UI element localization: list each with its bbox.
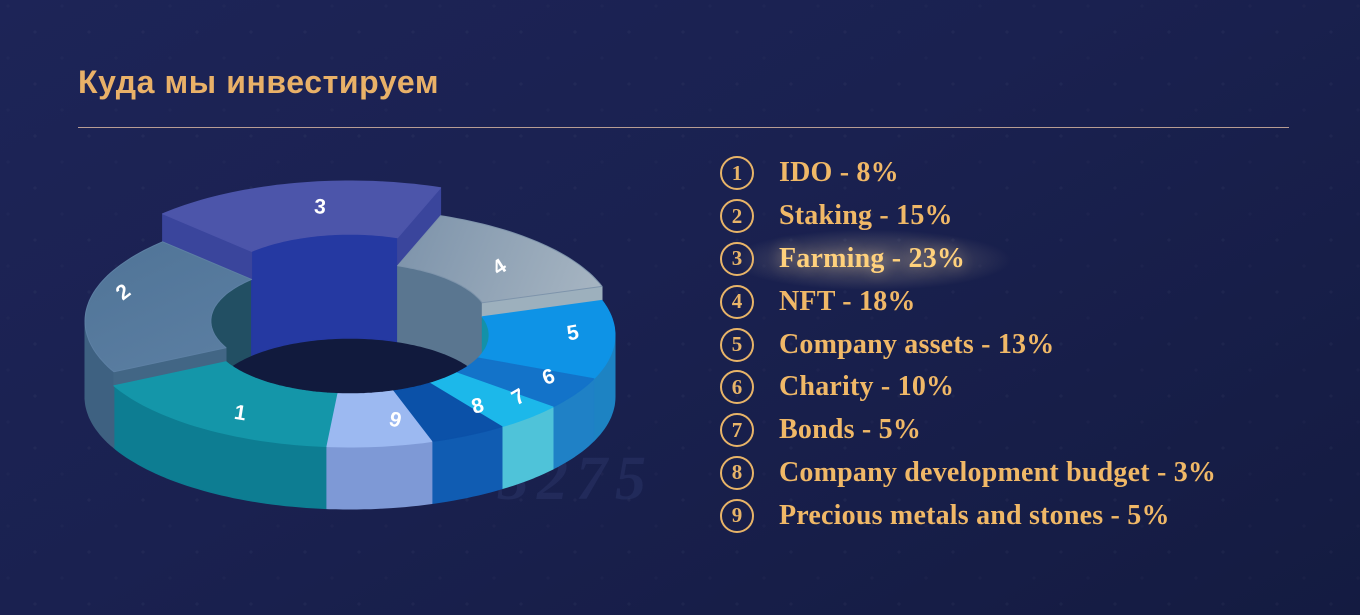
chart-legend: 1 IDO - 8% 2 Staking - 15% 3 Farming - 23% 4 NF… — [696, 152, 1338, 537]
segment-1-number-label: 1 — [233, 401, 248, 426]
legend-number-badge: 8 — [720, 455, 754, 490]
legend-label: NFT - 18% — [779, 285, 916, 317]
segment-9-top — [326, 390, 433, 448]
segment-7-top — [429, 372, 554, 428]
segment-5-top — [477, 299, 616, 380]
legend-number-badge: 9 — [720, 498, 754, 533]
legend-number-badge: 4 — [720, 284, 754, 319]
segment-3-top — [162, 180, 442, 252]
segment-5-number-label: 5 — [565, 321, 581, 346]
legend-item-3: 3 Farming - 23% — [696, 221, 1338, 298]
legend-number-badge: 2 — [720, 199, 754, 234]
segment-9-number-label: 9 — [387, 408, 404, 433]
legend-label: Charity - 10% — [779, 371, 955, 403]
legend-label: Precious metals and stones - 5% — [779, 499, 1170, 531]
legend-item-9: 9 Precious metals and stones - 5% — [718, 494, 1338, 537]
segment-4-top — [397, 215, 603, 304]
legend-number-badge: 7 — [720, 413, 754, 448]
legend-item-7: 7 Bonds - 5% — [718, 409, 1338, 452]
legend-number-badge: 1 — [720, 156, 754, 191]
legend-label: Company assets - 13% — [779, 328, 1055, 360]
segment-8-top — [392, 382, 503, 442]
legend-item-1: 1 IDO - 8% — [718, 152, 1338, 195]
title-divider — [78, 127, 1289, 128]
legend-item-6: 6 Charity - 10% — [718, 366, 1338, 409]
legend-label: Bonds - 5% — [779, 414, 922, 446]
legend-label: Staking - 15% — [779, 200, 953, 232]
page-title: Куда мы инвестируем — [78, 64, 440, 100]
legend-number-badge: 3 — [720, 241, 754, 276]
legend-number-badge: 5 — [720, 327, 754, 362]
segment-9-outer-wall — [326, 441, 433, 510]
legend-item-8: 8 Company development budget - 3% — [718, 452, 1338, 495]
legend-label: Farming - 23% — [779, 242, 966, 274]
legend-label: Company development budget - 3% — [779, 456, 1217, 488]
segment-6-top — [456, 357, 595, 408]
segment-3-number-label: 3 — [313, 195, 326, 219]
legend-item-5: 5 Company assets - 13% — [718, 323, 1338, 366]
legend-item-2: 2 Staking - 15% — [718, 195, 1338, 238]
segment-2-top — [84, 241, 253, 373]
legend-item-4: 4 NFT - 18% — [718, 280, 1338, 323]
legend-label: IDO - 8% — [779, 157, 899, 189]
segment-3-inner-wall — [251, 233, 399, 356]
legend-number-badge: 6 — [720, 370, 754, 405]
